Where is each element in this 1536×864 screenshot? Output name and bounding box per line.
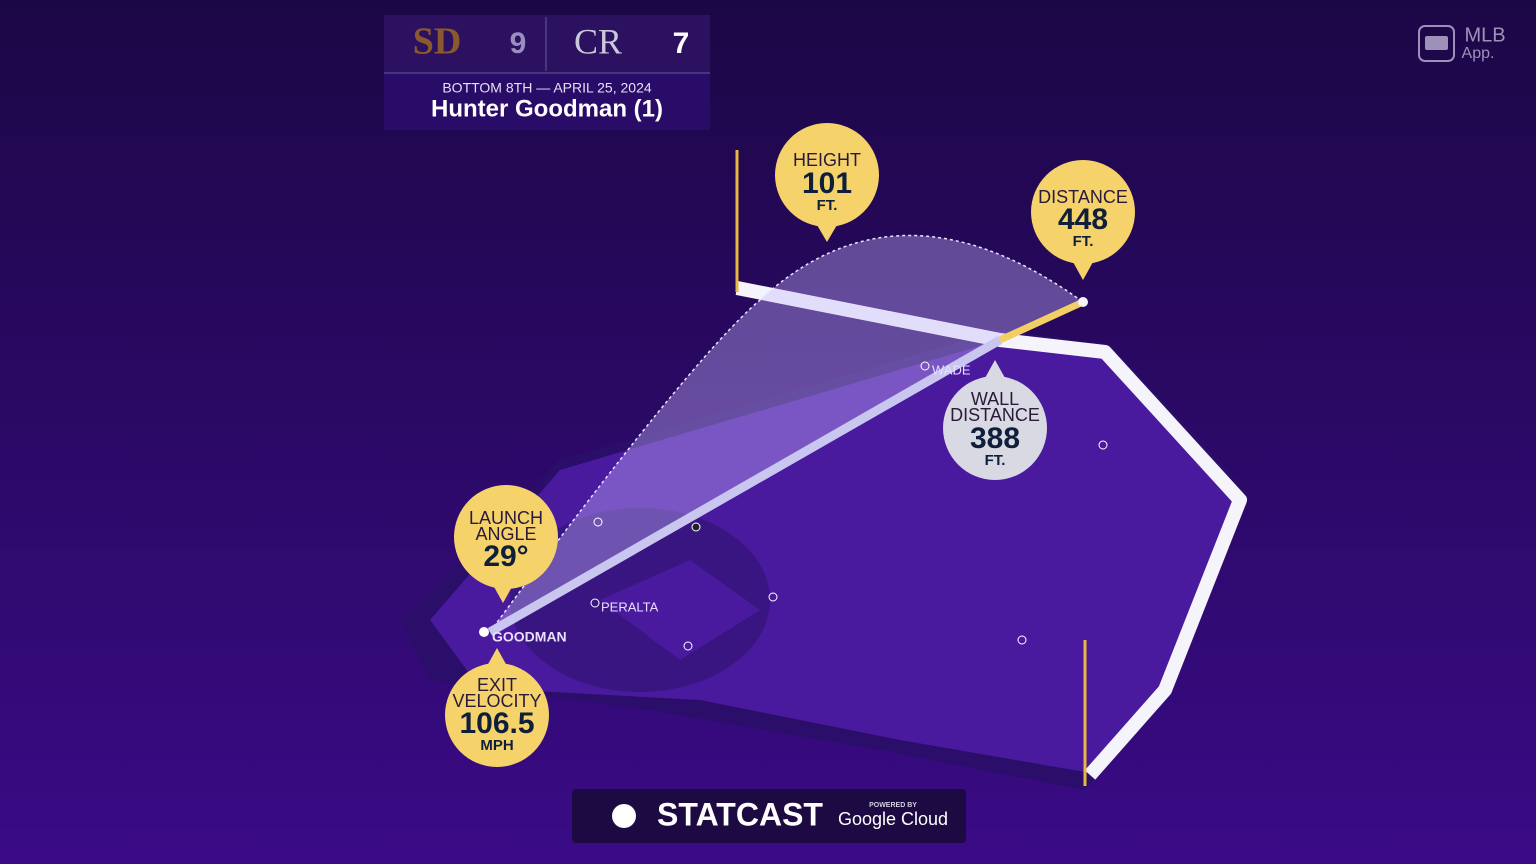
home-logo: CR — [574, 21, 622, 61]
height-callout: HEIGHT 101 FT. — [775, 123, 879, 242]
callout-unit: MPH — [480, 737, 513, 754]
callout-value: 101 — [802, 167, 852, 200]
player-pin — [479, 627, 489, 637]
player-pin — [593, 517, 603, 527]
infield-grass — [600, 560, 760, 660]
badge-line2: App. — [1462, 45, 1495, 62]
callout-label: VELOCITY — [452, 691, 541, 711]
ground-track — [487, 336, 1003, 636]
callout-label: ANGLE — [475, 524, 536, 544]
player-pin — [1017, 635, 1027, 645]
player-pin — [590, 598, 600, 608]
callout-label: WALL — [971, 389, 1019, 409]
callout-value: 29° — [483, 540, 528, 573]
landing-point — [1078, 297, 1088, 307]
ground-track-beyond-wall — [998, 298, 1085, 344]
batter-name: Hunter Goodman (1) — [431, 95, 663, 122]
callout-label: DISTANCE — [1038, 187, 1128, 207]
player-label: PERALTA — [601, 599, 659, 614]
outfield-wall — [735, 281, 1247, 780]
partner: Google Cloud — [838, 809, 948, 829]
home-score: 7 — [673, 27, 690, 60]
inning-date: BOTTOM 8TH — APRIL 25, 2024 — [442, 80, 652, 96]
player-pin — [1098, 440, 1108, 450]
brand: STATCAST — [657, 796, 823, 832]
launch-angle-callout: LAUNCH ANGLE 29° — [454, 485, 558, 603]
callout-label: HEIGHT — [793, 150, 861, 170]
badge-line1: MLB — [1464, 24, 1505, 46]
callout-label: DISTANCE — [950, 405, 1040, 425]
callout-value: 448 — [1058, 203, 1108, 236]
away-logo: SD — [413, 21, 462, 63]
away-score: 9 — [510, 27, 527, 60]
player-label: WADE — [932, 362, 971, 377]
player-label: GOODMAN — [492, 629, 567, 645]
scoreboard: SD 9 CR 7 BOTTOM 8TH — APRIL 25, 2024 Hu… — [384, 15, 710, 130]
callout-unit: FT. — [817, 197, 838, 214]
player-pin — [920, 361, 930, 371]
callout-label: EXIT — [477, 675, 517, 695]
callout-value: 388 — [970, 422, 1020, 455]
player-pin — [683, 641, 693, 651]
callout-value: 106.5 — [459, 707, 534, 740]
player-pin — [691, 522, 701, 532]
wall-distance-callout: WALL DISTANCE 388 FT. — [943, 360, 1047, 480]
distance-callout: DISTANCE 448 FT. — [1031, 160, 1135, 280]
player-pin — [768, 592, 778, 602]
ball-trajectory — [489, 234, 1085, 633]
app-badge: MLB App. — [1418, 24, 1506, 62]
exit-velocity-callout: EXIT VELOCITY 106.5 MPH — [445, 648, 549, 767]
footer-bar: STATCAST POWERED BY Google Cloud — [572, 789, 966, 843]
callout-unit: FT. — [1073, 233, 1094, 250]
callout-unit: FT. — [985, 452, 1006, 469]
powered-by: POWERED BY — [869, 802, 917, 809]
callout-label: LAUNCH — [469, 508, 543, 528]
